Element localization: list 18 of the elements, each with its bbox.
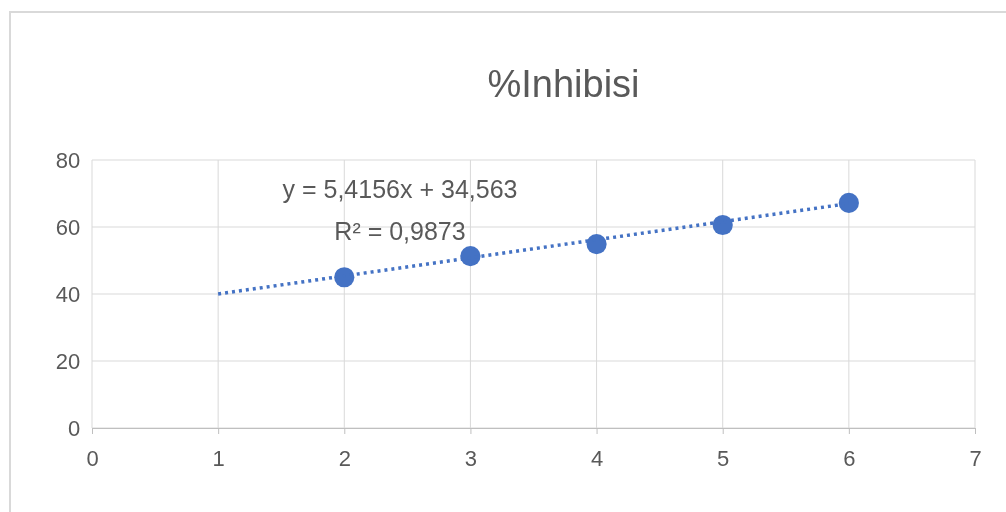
x-tick-label: 3 [464,445,478,471]
x-tick-label: 7 [969,445,982,471]
y-tick-label: 40 [55,281,81,307]
chart-title: %Inhibisi [487,63,640,105]
x-tick-label: 4 [590,445,604,471]
x-tick-label: 0 [86,445,99,471]
y-tick-label: 80 [55,147,81,173]
y-tick-label: 0 [67,415,81,441]
y-tick-label: 20 [55,348,81,374]
annotation: y = 5,4156x + 34,563 [282,175,518,203]
x-tick-label: 1 [212,445,225,471]
x-tick-label: 6 [843,445,856,471]
annotation: R² = 0,9873 [334,217,466,245]
x-tick-label: 2 [338,445,351,471]
point [712,214,733,236]
y-tick-label: 60 [55,214,81,240]
x-tick-label: 5 [717,445,730,471]
point [838,192,859,213]
